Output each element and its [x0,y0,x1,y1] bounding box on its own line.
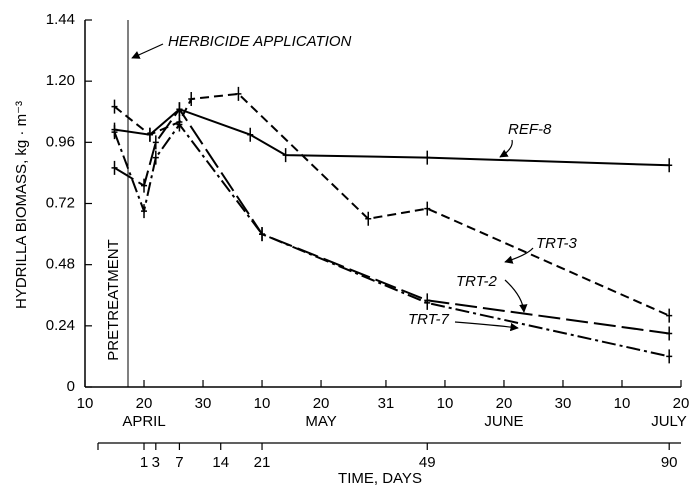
data-point [666,158,673,173]
month-label: JUNE [484,413,523,430]
x-axis-label: TIME, DAYS [338,470,422,487]
x-tick-label: 30 [555,395,572,412]
y-tick-label: 0 [67,378,75,395]
data-point [424,295,431,310]
data-point [152,150,159,165]
series-line [113,92,670,317]
series-label: TRT-3 [536,235,578,252]
data-point [247,127,254,142]
x2-tick-label: 14 [212,454,229,471]
series-label-arrow [504,247,534,264]
y-tick-label: 0.48 [46,256,75,273]
annotation: PRETREATMENT [105,239,122,360]
data-point [666,308,673,323]
month-label: JULY [651,413,687,430]
data-point [111,99,118,114]
data-point [666,326,673,341]
x-tick-label: 31 [378,395,395,412]
month-label: APRIL [122,413,165,430]
y-axis-label: HYDRILLA BIOMASS, kg · m⁻³ [13,101,30,309]
data-point [235,86,242,101]
x2-tick-label: 49 [419,454,436,471]
data-point [424,201,431,216]
data-point [152,135,159,150]
y-tick-label: 0.72 [46,194,75,211]
y-tick-label: 1.20 [46,72,75,89]
series-label: TRT-2 [456,273,498,290]
data-point [111,125,118,140]
data-point [365,211,372,226]
x-tick-label: 10 [254,395,271,412]
data-point [146,127,153,142]
x-tick-label: 20 [136,395,153,412]
data-point [176,102,183,117]
series-line [113,107,670,335]
series-label-arrow [504,279,528,313]
data-point [141,204,148,219]
series-label: REF-8 [508,121,552,138]
month-label: MAY [305,413,336,430]
data-point [259,227,266,242]
x2-tick-label: 21 [254,454,271,471]
y-tick-label: 0.96 [46,133,75,150]
x2-tick-label: 3 [152,454,160,471]
data-point [282,148,289,163]
series-label-arrow [499,139,513,158]
x-tick-label: 30 [195,395,212,412]
x-tick-label: 10 [77,395,94,412]
series-label: TRT-7 [408,311,450,328]
x2-tick-label: 7 [175,454,183,471]
annotation: HERBICIDE APPLICATION [168,33,352,50]
data-point [176,117,183,132]
x-tick-label: 10 [614,395,631,412]
x2-tick-label: 1 [140,454,148,471]
x-tick-label: 10 [437,395,454,412]
x2-tick-label: 90 [661,454,678,471]
x-tick-label: 20 [496,395,513,412]
data-point [188,92,195,107]
series-label-arrow [454,321,519,332]
x-tick-label: 20 [313,395,330,412]
data-point [424,150,431,165]
annotation-arrow [131,43,164,59]
y-tick-label: 1.44 [46,11,75,28]
x-tick-label: 20 [673,395,690,412]
data-point [666,349,673,364]
data-point [141,178,148,193]
data-point [111,160,118,175]
y-tick-label: 0.24 [46,317,75,334]
